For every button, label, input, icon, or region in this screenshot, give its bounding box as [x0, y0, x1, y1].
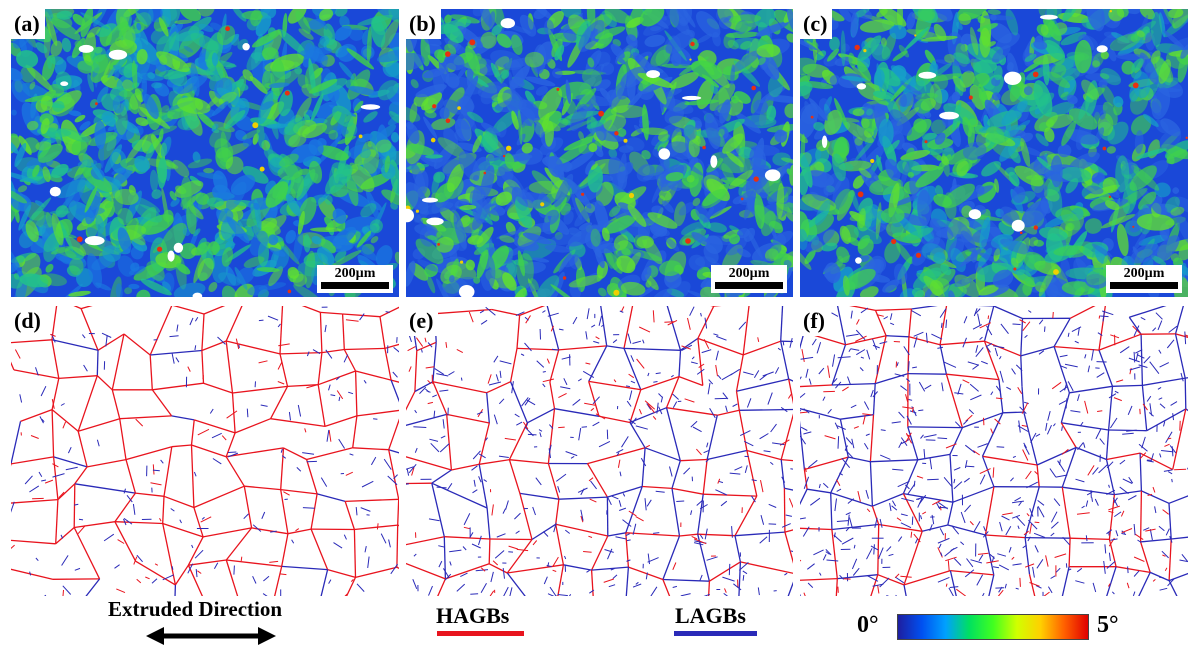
panel-label-b: (b) [406, 9, 441, 39]
colorbar-min-label: 0° [857, 612, 879, 638]
extruded-direction-label: Extruded Direction [108, 597, 283, 621]
boundary-map-e: (e) [406, 306, 793, 596]
boundary-map-d: (d) [11, 306, 399, 596]
kam-map-a-image [11, 9, 399, 297]
panel-label-c: (c) [800, 9, 833, 39]
panel-label-d: (d) [11, 306, 46, 336]
kam-map-c: (c) 200µm [800, 9, 1188, 297]
kam-map-b: (b) 200µm [406, 9, 793, 297]
scale-bar-a: 200µm [317, 265, 393, 293]
scale-bar-b: 200µm [711, 265, 787, 293]
boundary-map-e-image [406, 306, 793, 596]
scale-bar-c-line [1110, 282, 1178, 289]
kam-map-c-image [800, 9, 1188, 297]
lagb-label: LAGBs [675, 603, 746, 628]
boundary-map-f: (f) [800, 306, 1188, 596]
panel-label-a: (a) [11, 9, 45, 39]
hagb-line-swatch [437, 631, 524, 636]
double-arrow-icon [146, 627, 276, 645]
panel-label-e: (e) [406, 306, 439, 336]
hagb-label: HAGBs [436, 603, 510, 628]
boundary-map-d-image [11, 306, 399, 596]
scale-bar-a-line [321, 282, 389, 289]
kam-map-a: (a) 200µm [11, 9, 399, 297]
scale-bar-b-line [715, 282, 783, 289]
scale-bar-c: 200µm [1106, 265, 1182, 293]
misorientation-colorbar [897, 614, 1089, 640]
scale-bar-a-text: 200µm [334, 266, 376, 281]
lagb-line-swatch [674, 631, 757, 636]
boundary-map-f-image [800, 306, 1188, 596]
scale-bar-c-text: 200µm [1123, 266, 1165, 281]
kam-map-b-image [406, 9, 793, 297]
colorbar-max-label: 5° [1097, 612, 1119, 638]
panel-label-f: (f) [800, 306, 830, 336]
scale-bar-b-text: 200µm [728, 266, 770, 281]
